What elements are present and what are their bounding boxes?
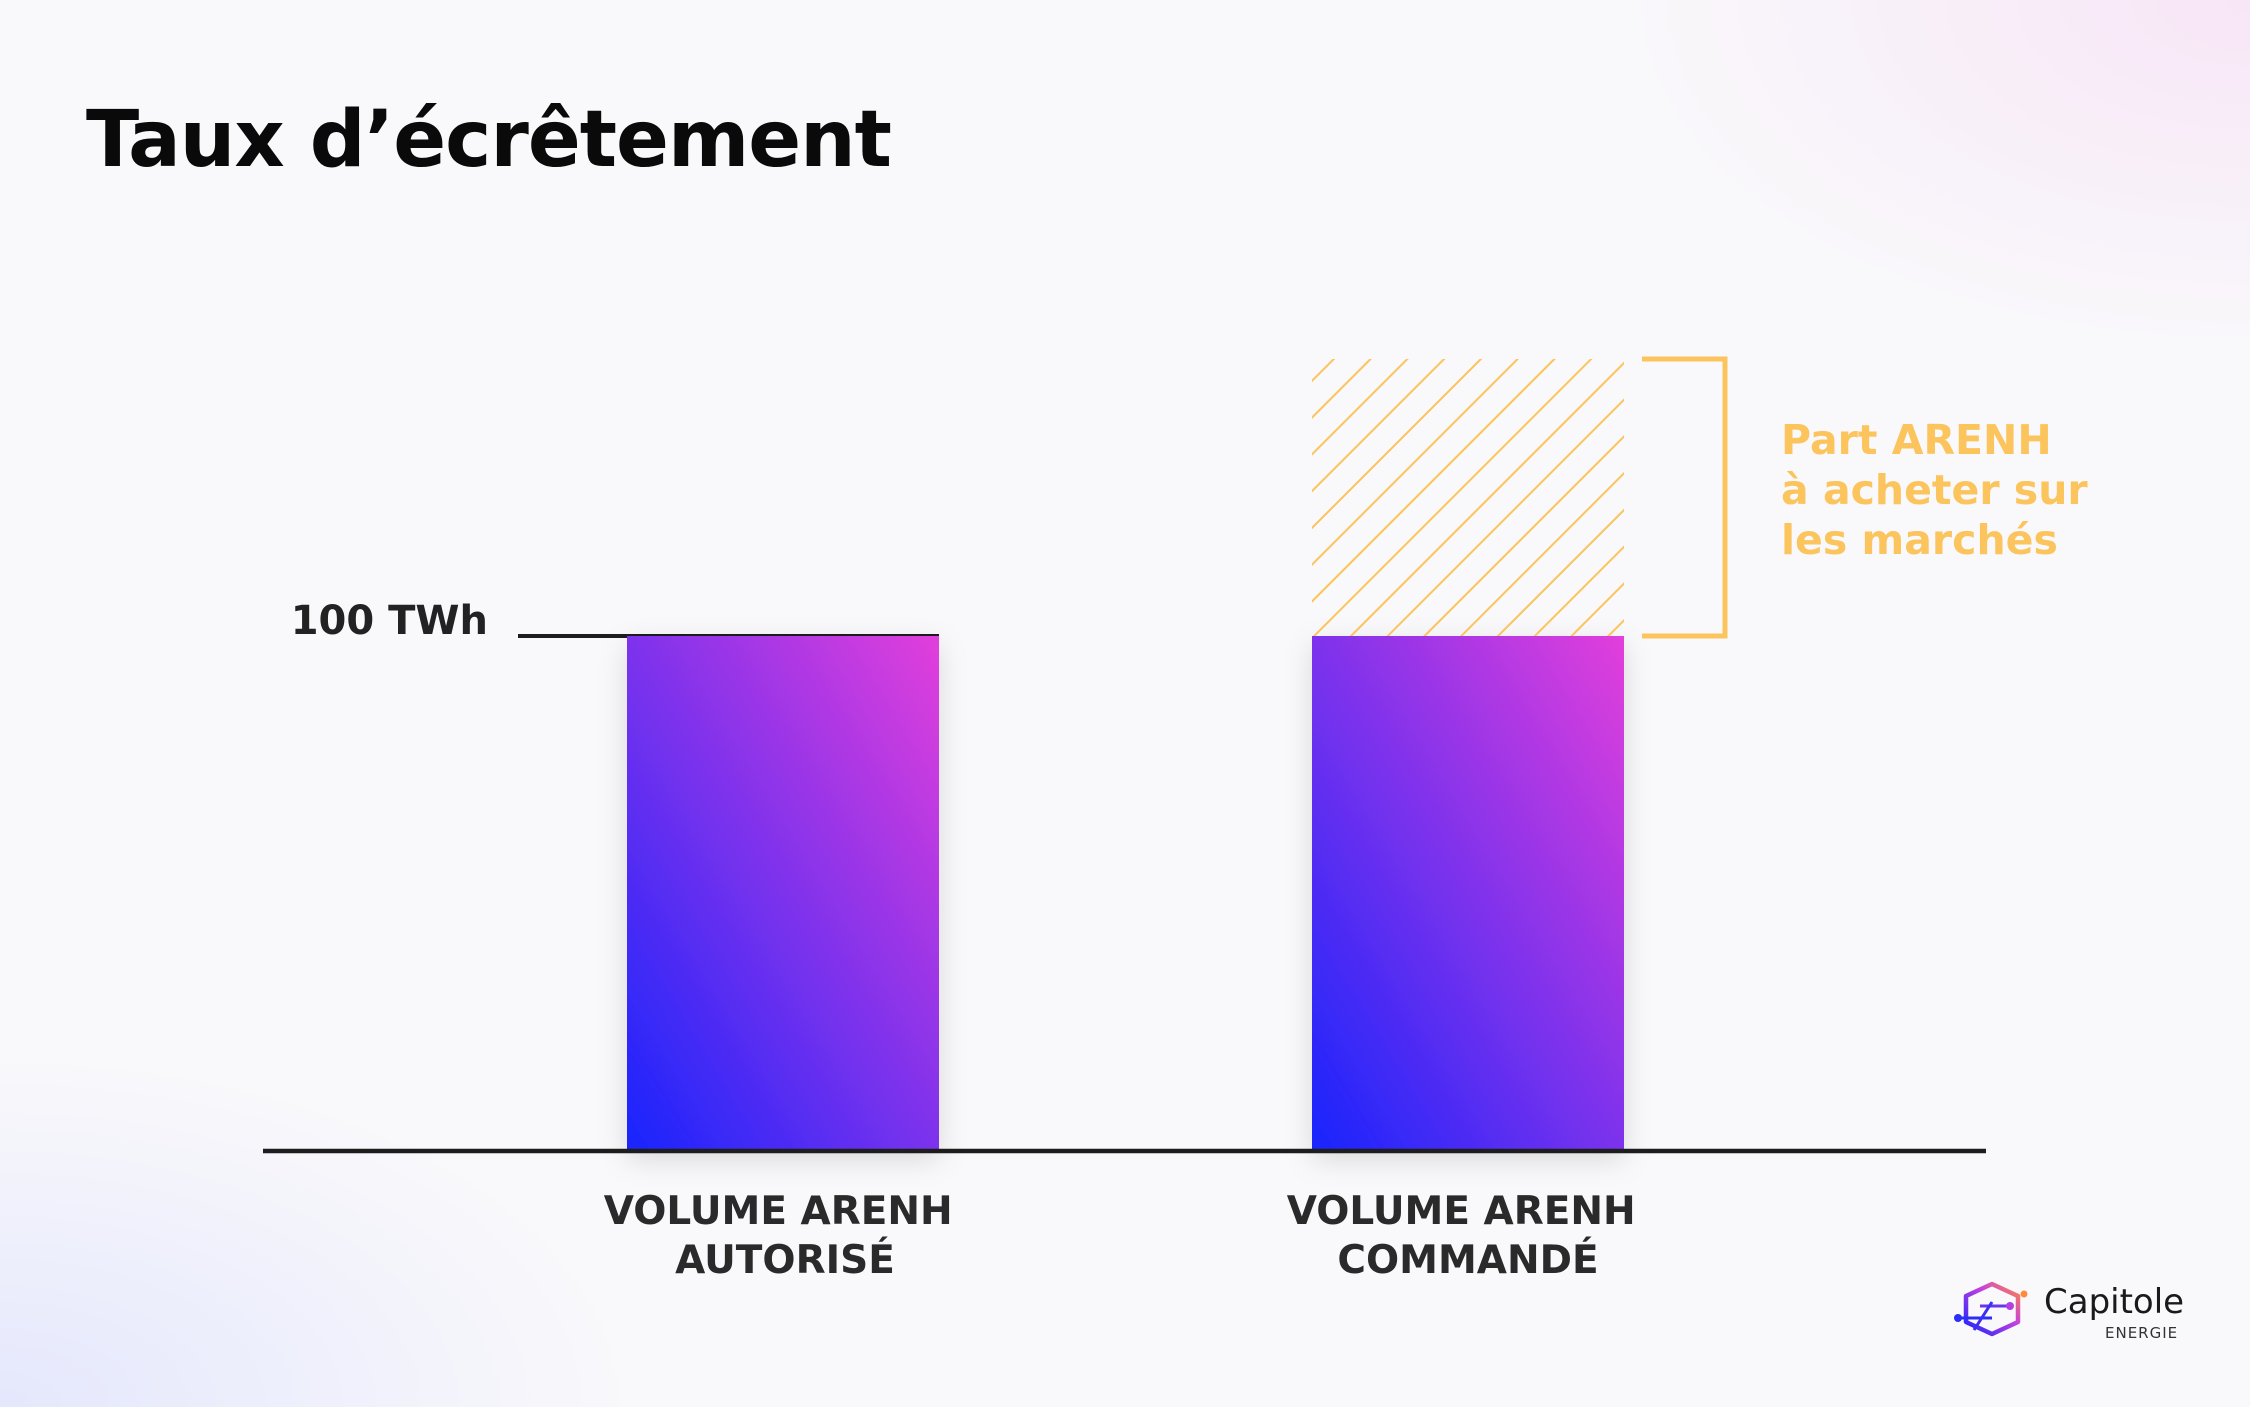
annotation-bracket <box>1642 356 1728 639</box>
logo-subtitle: ENERGIE <box>2105 1324 2179 1342</box>
category-label-autorise-line2: AUTORISÉ <box>675 1236 895 1283</box>
reference-label: 100 TWh <box>291 598 488 644</box>
category-label-autorise-line1: VOLUME ARENH <box>604 1189 953 1234</box>
annotation-text: Part ARENH à acheter sur les marchés <box>1781 416 2102 564</box>
annotation-line-3: les marchés <box>1781 516 2058 564</box>
annotation-line-1: Part ARENH <box>1781 416 2052 464</box>
capitole-logo: Capitole ENERGIE <box>1952 1278 2192 1348</box>
excess-hatch <box>1312 358 1624 636</box>
category-label-commande: VOLUME ARENH COMMANDÉ <box>1287 1189 1650 1283</box>
chart-title: Taux d’écrêtement <box>86 95 892 185</box>
annotation-line-2: à acheter sur <box>1781 466 2088 514</box>
bar-autorise <box>627 636 939 1149</box>
capitole-logo-icon <box>1954 1281 2028 1337</box>
logo-name: Capitole <box>2044 1282 2185 1322</box>
category-label-autorise: VOLUME ARENH AUTORISÉ <box>604 1189 967 1283</box>
category-label-commande-line1: VOLUME ARENH <box>1287 1189 1636 1234</box>
category-label-commande-line2: COMMANDÉ <box>1337 1236 1598 1283</box>
bar-commande <box>1312 636 1624 1149</box>
